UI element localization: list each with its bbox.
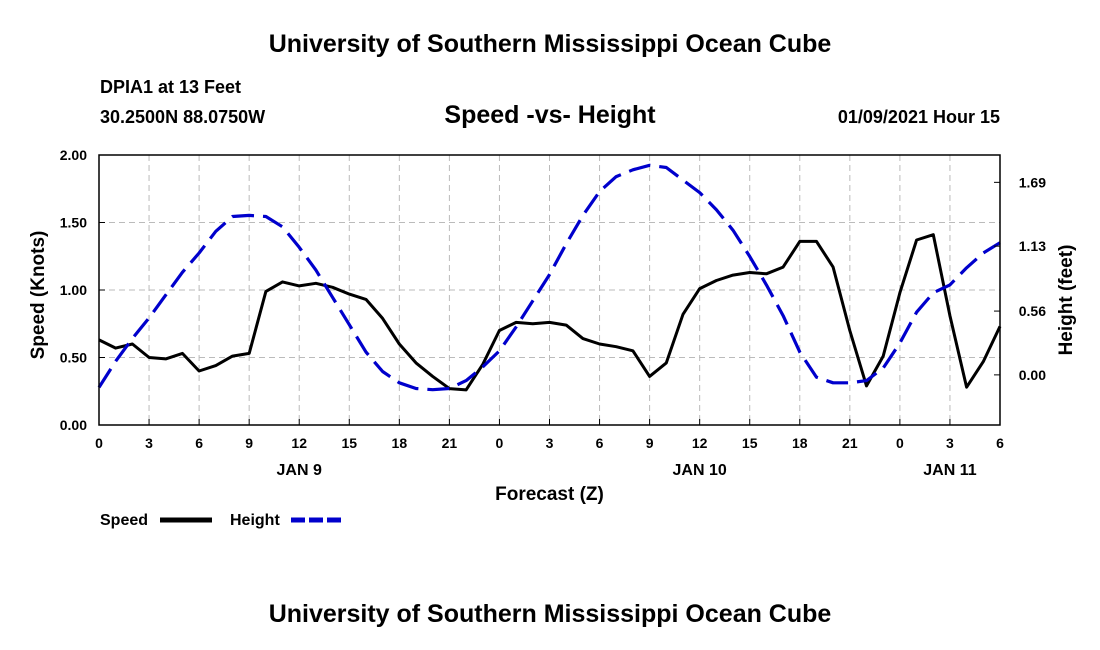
x-tick-label: 9 <box>245 435 253 451</box>
legend: Speed Height <box>100 512 342 529</box>
x-tick-label: 9 <box>646 435 654 451</box>
x-tick-label: 12 <box>291 435 307 451</box>
x-tick-label: 18 <box>792 435 808 451</box>
date-label: JAN 11 <box>923 462 976 479</box>
chart-title: Speed -vs- Height <box>444 101 656 129</box>
x-tick-label: 12 <box>692 435 708 451</box>
y2-axis-label: Height (feet) <box>1056 245 1077 356</box>
x-tick-label: 21 <box>842 435 858 451</box>
x-tick-label: 6 <box>195 435 203 451</box>
x-tick-label: 0 <box>896 435 904 451</box>
date-label: JAN 10 <box>673 462 727 479</box>
coordinates-label: 30.2500N 88.0750W <box>100 107 266 127</box>
x-tick-label: 3 <box>546 435 554 451</box>
y2-tick-label: 0.56 <box>1019 303 1046 319</box>
x-tick-label: 21 <box>442 435 458 451</box>
y2-tick-label: 0.00 <box>1019 367 1046 383</box>
height-series-line <box>97 163 1001 392</box>
y-axis-label: Speed (Knots) <box>28 231 49 360</box>
y-tick-label: 0.00 <box>60 417 87 433</box>
grid <box>99 155 1000 425</box>
header-title: University of Southern Mississippi Ocean… <box>268 30 832 58</box>
y2-tick-label: 1.69 <box>1019 174 1046 190</box>
x-tick-label: 18 <box>392 435 408 451</box>
y-tick-label: 1.50 <box>60 215 87 231</box>
axes: 0 3 6 9 12 15 18 21 0 3 6 9 12 15 18 21 0 3 6 0.00 0.50 1.00 1… <box>28 147 1077 505</box>
date-label: JAN 9 <box>277 462 322 479</box>
y2-tick-label: 1.13 <box>1019 238 1046 254</box>
x-tick-label: 0 <box>496 435 504 451</box>
x-tick-label: 6 <box>996 435 1004 451</box>
x-tick-label: 15 <box>341 435 357 451</box>
x-tick-label: 6 <box>596 435 604 451</box>
y-tick-label: 0.50 <box>60 350 87 366</box>
y-tick-label: 1.00 <box>60 282 87 298</box>
x-tick-label: 0 <box>95 435 103 451</box>
legend-label-speed: Speed <box>100 512 148 529</box>
timestamp-label: 01/09/2021 Hour 15 <box>837 107 1000 127</box>
y-tick-label: 2.00 <box>60 147 87 163</box>
series-layer <box>97 163 1002 392</box>
legend-label-height: Height <box>230 512 280 529</box>
x-tick-label: 15 <box>742 435 758 451</box>
speed-series-line <box>98 233 1002 392</box>
x-tick-label: 3 <box>145 435 153 451</box>
x-tick-label: 3 <box>946 435 954 451</box>
footer-title: University of Southern Mississippi Ocean… <box>268 600 832 628</box>
station-label: DPIA1 at 13 Feet <box>100 77 242 97</box>
x-axis-label: Forecast (Z) <box>495 484 604 505</box>
